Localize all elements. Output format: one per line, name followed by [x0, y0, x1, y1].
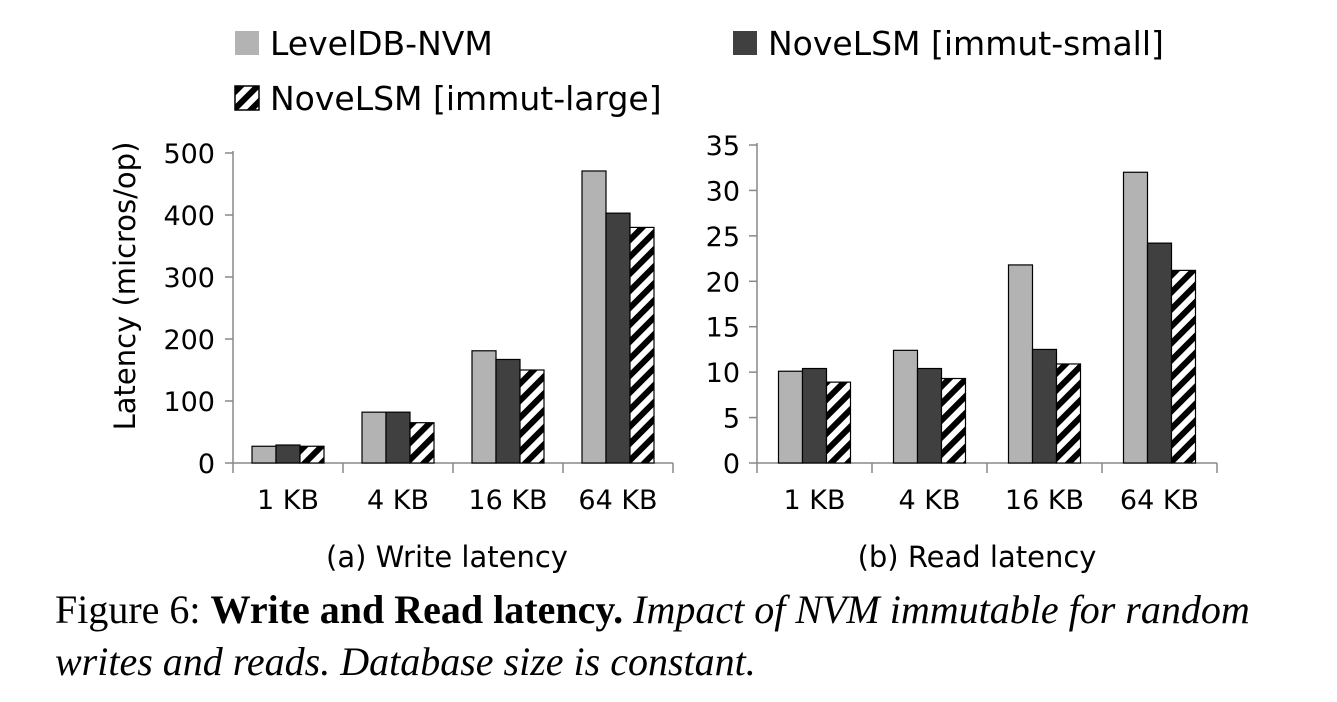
caption-label: Figure 6:: [55, 587, 201, 632]
write-bar-immut-small: [605, 212, 631, 464]
write-bar-immut-large: [519, 369, 545, 464]
caption-title: Write and Read latency.: [210, 587, 624, 632]
read-bar-immut-large: [940, 377, 967, 464]
read-x-tick-label: 1 KB: [784, 485, 846, 516]
legend-item-immut-small: NoveLSM [immut-small]: [733, 24, 1164, 63]
legend-label-immut-small: NoveLSM [immut-small]: [768, 24, 1164, 63]
legend-swatch-leveldb-nvm: [235, 31, 259, 55]
write-y-tick-label: 400: [163, 201, 215, 232]
read-x-tick-label: 16 KB: [1005, 485, 1084, 516]
legend-item-immut-large: NoveLSM [immut-large]: [234, 79, 662, 118]
read-x-tick-label: 64 KB: [1120, 485, 1199, 516]
read-y-tick-label: 25: [706, 222, 740, 253]
read-bar-immut-large: [1055, 363, 1082, 464]
read-bar-leveldb-nvm: [777, 370, 804, 464]
legend-swatch-immut-large: [234, 85, 260, 111]
legend-label-immut-large: NoveLSM [immut-large]: [270, 79, 662, 118]
read-y-tick-label: 35: [706, 131, 740, 162]
write-y-tick-label: 0: [198, 449, 215, 480]
write-bar-leveldb-nvm: [361, 411, 387, 464]
read-bar-leveldb-nvm: [1007, 264, 1034, 464]
read-x-tick-label: 4 KB: [899, 485, 961, 516]
write-x-tick-label: 16 KB: [468, 485, 547, 516]
write-bar-immut-small: [495, 358, 521, 464]
read-y-tick-label: 15: [706, 313, 740, 344]
legend-label-leveldb-nvm: LevelDB-NVM: [270, 24, 493, 63]
write-latency-subtitle: (a) Write latency: [326, 540, 568, 574]
caption-text: Impact of NVM immutable for random write…: [55, 587, 1250, 684]
write-x-tick-label: 4 KB: [367, 485, 429, 516]
read-bar-immut-large: [1170, 269, 1197, 464]
legend: LevelDB-NVM NoveLSM [immut-small] NoveLS…: [234, 24, 1164, 118]
write-x-tick-label: 1 KB: [257, 485, 319, 516]
read-y-tick-label: 20: [706, 267, 740, 298]
read-bar-immut-small: [1146, 242, 1173, 464]
read-bar-leveldb-nvm: [892, 349, 919, 464]
read-bar-immut-small: [916, 367, 943, 464]
write-bar-immut-large: [629, 226, 655, 464]
read-y-tick-label: 5: [723, 404, 740, 435]
write-y-tick-label: 300: [163, 263, 215, 294]
write-y-tick-label: 500: [163, 139, 215, 170]
read-y-tick-label: 30: [706, 176, 740, 207]
figure-caption: Figure 6: Write and Read latency. Impact…: [55, 584, 1315, 688]
write-x-tick-label: 64 KB: [578, 485, 657, 516]
write-bar-immut-small: [385, 411, 411, 464]
read-latency-subtitle: (b) Read latency: [858, 540, 1097, 574]
write-bar-immut-large: [299, 445, 325, 464]
write-y-tick-label: 100: [163, 387, 215, 418]
read-bar-immut-large: [825, 381, 852, 464]
legend-item-leveldb-nvm: LevelDB-NVM: [235, 24, 493, 63]
write-bar-leveldb-nvm: [471, 350, 497, 464]
read-bar-immut-small: [801, 367, 828, 464]
write-bar-immut-small: [275, 444, 301, 464]
read-bar-immut-small: [1031, 348, 1058, 464]
read-y-tick-label: 0: [723, 449, 740, 480]
write-bar-leveldb-nvm: [251, 445, 277, 464]
legend-swatch-immut-small: [733, 31, 757, 55]
write-bar-leveldb-nvm: [581, 170, 607, 464]
write-y-tick-label: 200: [163, 325, 215, 356]
read-y-tick-label: 10: [706, 358, 740, 389]
write-latency-chart: 0 100 200 300 400 500 1 KB 4 KB 16 KB 64 KB: [163, 139, 674, 516]
write-bar-immut-large: [409, 422, 435, 464]
write-latency-y-axis-label: Latency (micros/op): [108, 142, 142, 431]
read-latency-chart: 0 5 10 15 20 25 30 35 1 KB 4 KB 16 KB 64 KB: [706, 131, 1218, 516]
read-bar-leveldb-nvm: [1122, 171, 1149, 464]
